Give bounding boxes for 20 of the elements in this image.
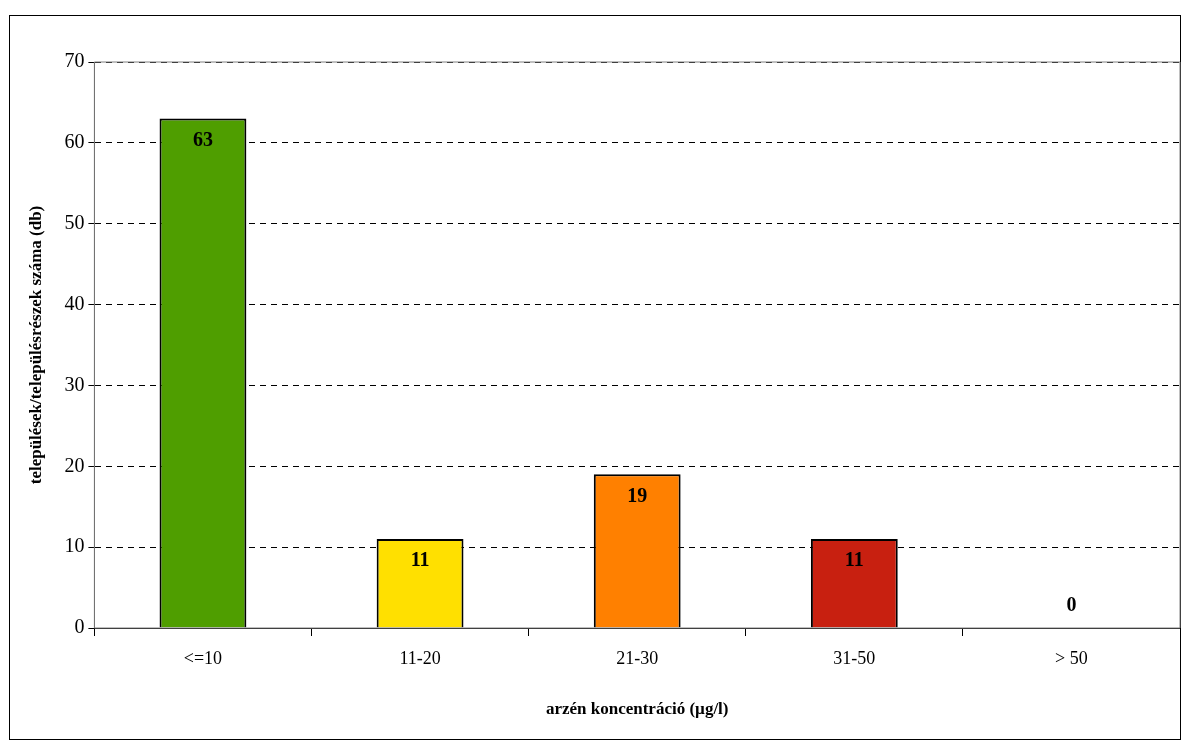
x-tick-label: > 50 [1055, 647, 1088, 668]
x-axis-title: arzén koncentráció (µg/l) [545, 699, 729, 719]
y-axis-title: települések/településrészek száma (db) [25, 205, 45, 485]
x-tick-label: 31-50 [833, 647, 876, 668]
data-label: 19 [627, 483, 648, 506]
x-tick-label: 11-20 [399, 647, 441, 668]
data-label: 63 [192, 127, 213, 150]
data-label: 0 [1066, 593, 1077, 616]
y-tick-label: 20 [64, 453, 85, 476]
y-tick-label: 50 [64, 210, 85, 233]
y-tick-label: 70 [64, 49, 85, 72]
data-label: 11 [844, 548, 864, 571]
x-tick-label: 21-30 [616, 647, 659, 668]
y-tick-label: 10 [64, 534, 85, 557]
y-tick-label: 0 [74, 615, 85, 638]
y-tick-label: 40 [64, 291, 85, 314]
y-tick-label: 60 [64, 130, 85, 153]
data-label: 11 [410, 548, 430, 571]
y-tick-label: 30 [64, 372, 85, 395]
x-tick-label: <=10 [183, 647, 223, 668]
